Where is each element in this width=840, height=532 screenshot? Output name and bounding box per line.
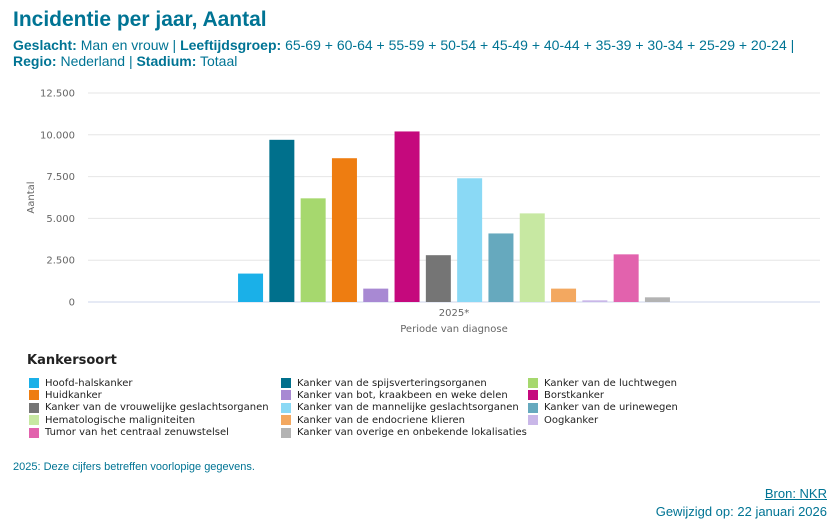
legend-item[interactable]: Hematologische maligniteiten [29, 414, 195, 426]
x-axis-title: Periode van diagnose [400, 324, 508, 335]
y-tick-label: 5.000 [46, 214, 75, 225]
legend-item[interactable]: Kanker van de urinewegen [528, 402, 678, 414]
filter-summary: Geslacht: Man en vrouw | Leeftijdsgroep:… [13, 37, 828, 69]
source-link[interactable]: Bron: NKR [764, 486, 827, 501]
y-tick-label: 2.500 [46, 256, 75, 267]
y-tick-label: 10.000 [40, 130, 75, 141]
legend-item[interactable]: Borstkanker [528, 389, 604, 401]
legend-label: Tumor van het centraal zenuwstelsel [45, 427, 229, 439]
legend-swatch [528, 402, 538, 413]
legend-label: Kanker van de urinewegen [544, 402, 678, 414]
bar [331, 158, 357, 302]
legend-label: Kanker van bot, kraakbeen en weke delen [297, 389, 508, 401]
legend-item[interactable]: Hoofd-halskanker [29, 377, 132, 389]
bar [519, 213, 545, 302]
bar [582, 300, 608, 302]
bar [269, 139, 295, 302]
legend-label: Kanker van overige en onbekende lokalisa… [297, 427, 527, 439]
legend-item[interactable]: Kanker van de spijsverteringsorganen [281, 377, 487, 389]
legend-item[interactable]: Huidkanker [29, 389, 102, 401]
legend-swatch [528, 415, 538, 426]
legend-swatch [281, 378, 291, 388]
filter-value: 65-69 + 60-64 + 55-59 + 50-54 + 45-49 + … [281, 37, 795, 53]
bar [238, 273, 264, 302]
y-tick-label: 12.500 [40, 89, 75, 100]
y-tick-label: 0 [69, 298, 75, 309]
x-tick-label: 2025* [439, 308, 469, 319]
footnote: 2025: Deze cijfers betreffen voorlopige … [13, 461, 255, 473]
bar [425, 255, 451, 302]
legend-title: Kankersoort [27, 353, 117, 368]
legend-swatch [29, 427, 39, 438]
bar [488, 233, 514, 302]
legend-label: Huidkanker [45, 389, 102, 401]
legend-label: Oogkanker [544, 414, 599, 426]
y-axis-title: Aantal [26, 181, 37, 213]
bar [394, 131, 420, 302]
filter-value: Nederland | [56, 52, 137, 69]
legend-swatch [528, 378, 538, 388]
legend-item[interactable]: Kanker van de luchtwegen [528, 377, 677, 389]
filter-label: Regio: [13, 52, 57, 69]
legend-label: Hematologische maligniteiten [45, 414, 196, 426]
legend-swatch [29, 390, 39, 401]
bar [644, 297, 670, 302]
y-tick-label: 7.500 [46, 172, 75, 183]
bar [551, 288, 577, 302]
bar [613, 254, 639, 302]
legend-swatch [281, 427, 291, 438]
legend-item[interactable]: Kanker van overige en onbekende lokalisa… [281, 427, 527, 439]
legend-label: Kanker van de luchtwegen [544, 377, 678, 389]
filter-value: Totaal [196, 52, 238, 69]
legend-item[interactable]: Kanker van bot, kraakbeen en weke delen [281, 389, 508, 401]
legend-item[interactable]: Kanker van de vrouwelijke geslachtsorgan… [29, 402, 269, 414]
filter-value: Man en vrouw | [76, 37, 181, 53]
filter-label: Geslacht: [13, 37, 77, 53]
bar [363, 288, 389, 302]
bar [457, 178, 483, 302]
legend-label: Kanker van de spijsverteringsorganen [297, 377, 487, 389]
legend-swatch [528, 390, 538, 401]
legend-item[interactable]: Kanker van de endocriene klieren [281, 414, 465, 426]
legend-swatch [29, 415, 39, 426]
bar [300, 198, 326, 302]
filter-label: Stadium: [136, 52, 197, 69]
legend-label: Kanker van de mannelijke geslachtsorgane… [297, 402, 519, 414]
legend-swatch [29, 378, 39, 388]
last-updated: Gewijzigd op: 22 januari 2026 [655, 504, 827, 519]
filter-label: Leeftijdsgroep: [180, 37, 282, 53]
bar-chart: 0 2.500 5.000 7.500 10.000 12.500 2025* Periode… [26, 89, 820, 335]
legend-item[interactable]: Oogkanker [528, 414, 598, 426]
legend-item[interactable]: Kanker van de mannelijke geslachtsorgane… [281, 402, 519, 414]
legend-label: Kanker van de endocriene klieren [297, 414, 466, 426]
legend-label: Hoofd-halskanker [45, 377, 133, 389]
legend-swatch [281, 390, 291, 401]
legend-label: Kanker van de vrouwelijke geslachtsorgan… [45, 402, 269, 414]
legend-label: Borstkanker [544, 389, 604, 401]
legend-item[interactable]: Tumor van het centraal zenuwstelsel [29, 427, 229, 439]
legend-swatch [281, 402, 291, 413]
legend-swatch [281, 415, 291, 426]
legend-swatch [29, 402, 39, 413]
chart-title: Incidentie per jaar, Aantal [13, 8, 267, 31]
